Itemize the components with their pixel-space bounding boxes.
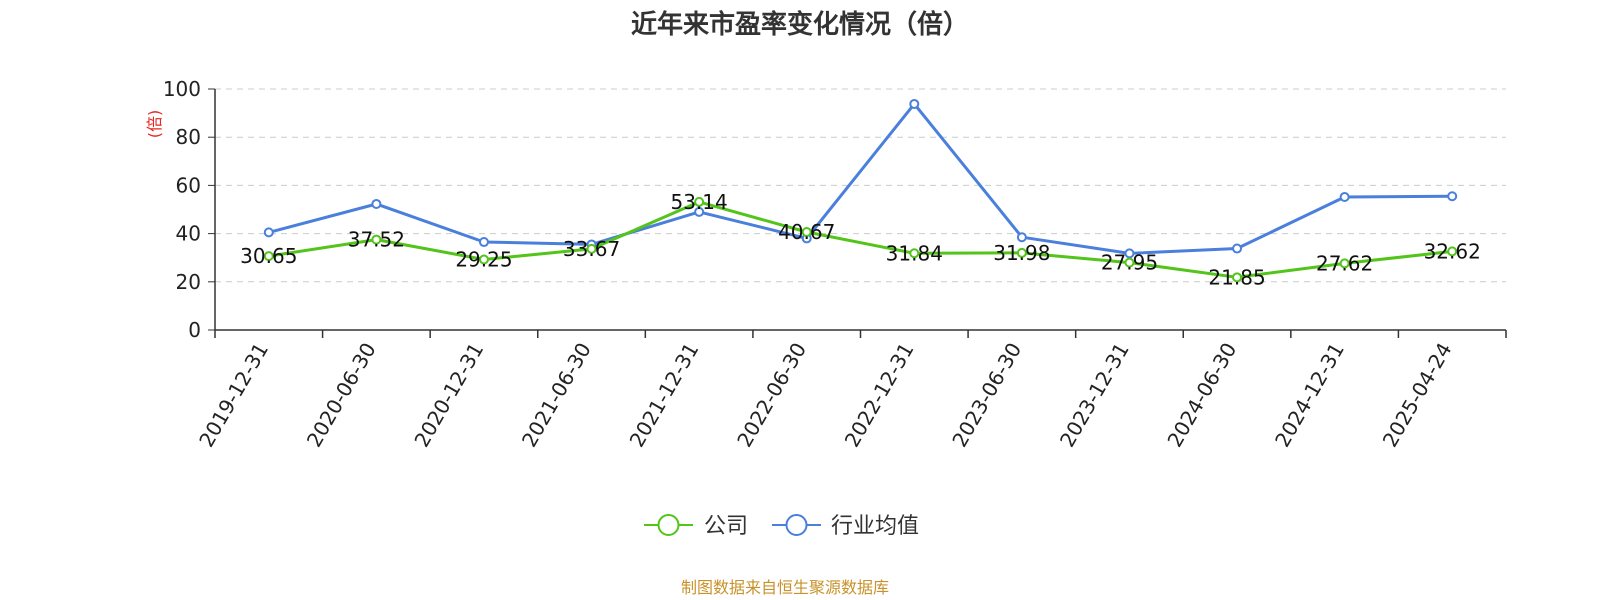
data-label: 29.25 [455, 248, 512, 272]
x-tick-label: 2024-06-30 [1162, 339, 1241, 452]
data-point [586, 243, 597, 254]
data-label: 32.62 [1424, 239, 1481, 263]
data-point [694, 196, 705, 207]
data-point [909, 98, 920, 109]
data-point [1447, 191, 1458, 202]
data-point [694, 206, 705, 217]
data-labels: 30.65 37.52 29.25 33.67 53.14 40.67 31.84 31.98… [240, 190, 1481, 289]
data-point [801, 226, 812, 237]
data-label: 30.65 [240, 244, 297, 268]
data-label: 40.67 [778, 220, 835, 244]
data-point [1339, 258, 1350, 269]
y-tick-label: 60 [176, 173, 201, 197]
data-point [1447, 246, 1458, 257]
axes: 0 20 40 60 80 100 2019-12-31 2020-06-30 2020-12-… [163, 77, 1507, 452]
data-point [371, 198, 382, 209]
series-layer [263, 98, 1458, 283]
data-label: 27.95 [1101, 251, 1158, 275]
series-line-company [268, 200, 1453, 279]
chart-title: 近年来市盈率变化情况（倍） [631, 9, 969, 40]
data-label: 21.85 [1208, 265, 1265, 289]
y-tick-label: 80 [176, 125, 201, 149]
data-label: 37.52 [348, 228, 405, 252]
x-tick-label: 2020-06-30 [302, 339, 381, 452]
x-tick-label: 2021-12-31 [625, 339, 704, 452]
y-tick-label: 40 [176, 222, 201, 246]
source-note: 制图数据来自恒生聚源数据库 [681, 578, 889, 597]
grid-lines [215, 88, 1506, 283]
data-point [478, 237, 489, 248]
legend-marker-icon [785, 514, 808, 536]
y-tick-label: 100 [163, 77, 201, 101]
data-point [1124, 248, 1135, 259]
data-label: 53.14 [670, 190, 727, 214]
x-tick-label: 2021-06-30 [517, 339, 596, 452]
data-label: 31.98 [993, 241, 1050, 265]
data-point [1232, 272, 1243, 283]
x-tick-label: 2025-04-24 [1378, 339, 1457, 452]
data-point [1339, 191, 1350, 202]
x-tick-label: 2023-12-31 [1055, 339, 1134, 452]
legend-item-label: 公司 [704, 514, 748, 539]
data-point [909, 248, 920, 259]
y-axis-label: (倍) [145, 110, 164, 139]
data-point [1232, 243, 1243, 254]
x-tick-label: 2019-12-31 [194, 339, 273, 452]
x-tick-label: 2024-12-31 [1270, 339, 1349, 452]
data-point [263, 251, 274, 262]
y-tick-label: 20 [176, 270, 201, 294]
data-label: 31.84 [886, 241, 943, 265]
data-point [371, 234, 382, 245]
data-label: 27.62 [1316, 251, 1373, 275]
x-tick-label: 2022-12-31 [840, 339, 919, 452]
legend-marker-icon [657, 514, 680, 536]
data-label: 33.67 [563, 237, 620, 261]
x-tick-label: 2022-06-30 [732, 339, 811, 452]
data-point [263, 227, 274, 238]
x-tick-label: 2020-12-31 [409, 339, 488, 452]
data-point [478, 254, 489, 265]
legend[interactable]: 公司 行业均值 [644, 514, 919, 539]
data-point [1016, 232, 1027, 243]
y-tick-label: 0 [188, 318, 201, 342]
data-point [1016, 247, 1027, 258]
legend-item-label: 行业均值 [831, 514, 919, 539]
x-tick-label: 2023-06-30 [947, 339, 1026, 452]
series-line-industry-average [268, 102, 1453, 255]
data-point [1124, 257, 1135, 268]
